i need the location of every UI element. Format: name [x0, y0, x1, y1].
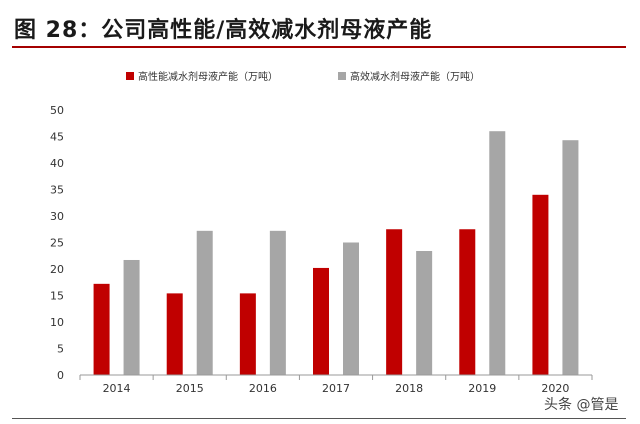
bar-high-efficiency-2014 [123, 259, 140, 375]
y-tick-label: 40 [50, 157, 64, 170]
bar-high-efficiency-2020 [562, 140, 579, 375]
figure-title: 图 28：公司高性能/高效减水剂母液产能 [14, 18, 433, 43]
legend-label-high-efficiency: 高效减水剂母液产能（万吨） [350, 70, 480, 83]
y-tick-label: 45 [50, 131, 64, 144]
x-tick-label: 2015 [176, 382, 204, 395]
x-tick-label: 2019 [468, 382, 496, 395]
bar-high-performance-2019 [459, 229, 476, 375]
x-tick-label: 2020 [541, 382, 569, 395]
bar-high-performance-2020 [532, 194, 549, 375]
y-tick-label: 30 [50, 210, 64, 223]
y-tick-label: 5 [57, 343, 64, 356]
x-tick-label: 2018 [395, 382, 423, 395]
legend: 高性能减水剂母液产能（万吨） 高效减水剂母液产能（万吨） [126, 70, 480, 83]
x-tick-label: 2017 [322, 382, 350, 395]
y-tick-label: 50 [50, 104, 64, 117]
bottom-rule [12, 418, 626, 419]
y-tick-label: 10 [50, 316, 64, 329]
title-underline [12, 46, 626, 48]
bar-high-performance-2014 [93, 283, 110, 375]
bar-high-efficiency-2019 [489, 131, 506, 375]
y-axis: 0 5 10 15 20 25 30 35 40 45 50 [50, 104, 64, 382]
bar-high-efficiency-2016 [269, 230, 286, 375]
bar-high-efficiency-2017 [343, 242, 359, 375]
bar-high-performance-2016 [239, 293, 256, 375]
bar-high-efficiency-2018 [416, 250, 433, 375]
y-tick-label: 35 [50, 184, 64, 197]
x-axis: 2014 2015 2016 2017 2018 2019 2020 [79, 375, 593, 395]
y-tick-label: 20 [50, 263, 64, 276]
bar-high-performance-2015 [166, 293, 183, 375]
legend-swatch-high-efficiency [338, 72, 346, 80]
legend-swatch-high-performance [126, 72, 134, 80]
bar-high-performance-2017 [313, 267, 329, 375]
y-tick-label: 0 [57, 369, 64, 382]
bar-high-efficiency-2015 [196, 230, 213, 375]
bar-high-performance-2018 [386, 229, 403, 375]
legend-label-high-performance: 高性能减水剂母液产能（万吨） [138, 70, 278, 83]
y-tick-label: 15 [50, 290, 64, 303]
y-tick-label: 25 [50, 237, 64, 250]
x-tick-label: 2014 [103, 382, 131, 395]
bars [93, 131, 579, 375]
watermark: 头条 @管是 [544, 397, 619, 413]
x-tick-label: 2016 [249, 382, 277, 395]
